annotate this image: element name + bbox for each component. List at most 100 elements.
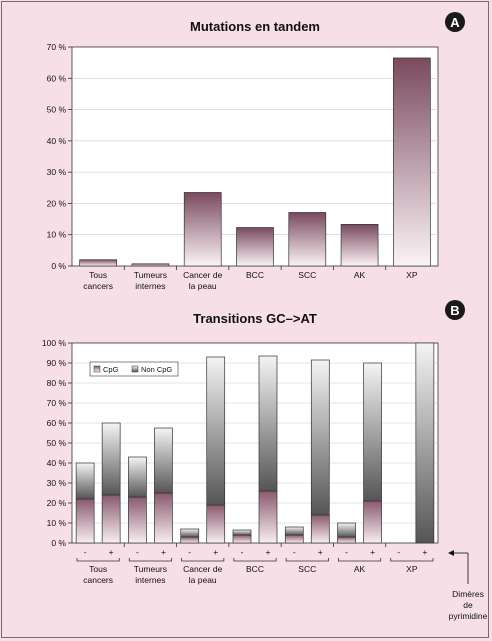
chart-b-group-label: Cancer de (183, 564, 222, 574)
chart-a-category-label: Cancer de (183, 270, 222, 280)
legend-label-cpg: CpG (103, 365, 119, 374)
chart-b-group-label: XP (406, 564, 418, 574)
chart-b-bar-noncpg (180, 528, 200, 538)
chart-b-bar-cpg (101, 494, 121, 544)
chart-b-group-label: AK (354, 564, 366, 574)
chart-b-sub-label: - (84, 547, 87, 557)
chart-a-bar (236, 227, 274, 267)
chart-a-y-tick-label: 0 % (51, 261, 66, 271)
chart-a-category-label: Tumeurs (134, 270, 167, 280)
chart-b-sub-label: + (161, 547, 166, 557)
chart-a-category-label: AK (354, 270, 366, 280)
chart-b-bar-noncpg (154, 427, 173, 494)
chart-b-bar-noncpg (310, 359, 330, 516)
annotation-line-1: Dimères (452, 589, 484, 599)
chart-b-badge-circle (445, 300, 465, 320)
legend-swatch-noncpg (131, 365, 139, 373)
chart-b-bar-noncpg (284, 526, 304, 536)
chart-b-legend: CpG Non CpG (89, 361, 179, 377)
chart-b-group-bracket (128, 558, 172, 562)
chart-b-bar-cpg (258, 490, 278, 544)
annotation-line-3: pyrimidine (449, 611, 488, 621)
chart-b-bar-noncpg (206, 356, 226, 506)
chart-b-bars (75, 342, 435, 544)
chart-a-category-label: Tous (89, 270, 107, 280)
chart-a-bar (79, 259, 117, 267)
chart-b-y-tick-label: 80 % (47, 378, 67, 388)
chart-b-sub-label: - (345, 547, 348, 557)
chart-a-y-tick-label: 30 % (47, 167, 67, 177)
chart-b-group-bracket (181, 558, 225, 562)
chart-a-category-label: la peau (189, 281, 217, 291)
chart-b-group-label: Tous (89, 564, 107, 574)
chart-b-group-bracket (76, 558, 120, 562)
chart-b-title: Transitions GC–>AT (193, 311, 317, 326)
chart-a-y-tick-label: 70 % (47, 42, 67, 52)
chart-b-group-bracket (390, 558, 434, 562)
chart-b-bar-cpg (206, 504, 226, 544)
chart-b-bar-cpg (284, 534, 304, 544)
chart-b-group-label: la peau (189, 575, 217, 585)
chart-b-sub-label: + (318, 547, 323, 557)
chart-b-y-tick-label: 60 % (47, 418, 67, 428)
chart-a-y-tick-label: 40 % (47, 136, 67, 146)
chart-b-sub-label: + (266, 547, 271, 557)
chart-b-sub-label: + (370, 547, 375, 557)
chart-b-y-tick-label: 0 % (51, 538, 66, 548)
chart-b-bar-noncpg (363, 362, 382, 502)
chart-b-sub-label: - (397, 547, 400, 557)
chart-b-group-label: cancers (83, 575, 113, 585)
chart-b-y-tick-label: 30 % (47, 478, 67, 488)
legend-label-noncpg: Non CpG (141, 365, 172, 374)
chart-b-y-tick-label: 20 % (47, 498, 67, 508)
legend-swatch-cpg (93, 365, 101, 373)
chart-a-category-label: XP (406, 270, 418, 280)
annotation-arrowhead (448, 550, 454, 556)
chart-a-badge-label: A (450, 15, 460, 30)
chart-a-badge-circle (445, 12, 465, 32)
chart-a-bar (131, 263, 170, 267)
chart-a-y-tick-label: 10 % (47, 230, 67, 240)
chart-b-bar-cpg (128, 496, 147, 544)
chart-b-bar-noncpg (75, 462, 95, 500)
chart-b-sub-label: + (109, 547, 114, 557)
chart-a-badge: A (445, 12, 465, 32)
chart-a-bar (183, 192, 222, 267)
chart-b-bar-cpg (75, 498, 95, 544)
chart-b-bar-cpg (154, 492, 173, 544)
chart-b-bar-noncpg (101, 422, 121, 496)
chart-b-sub-label: - (136, 547, 139, 557)
chart-b-badge-label: B (450, 303, 459, 318)
chart-a-y-tick-label: 50 % (47, 105, 67, 115)
chart-a-title: Mutations en tandem (190, 19, 320, 34)
chart-b-y-tick-label: 10 % (47, 518, 67, 528)
chart-a-bar (340, 224, 379, 267)
chart-b-group-label: SCC (298, 564, 316, 574)
chart-a-bar (393, 57, 431, 267)
chart-b-y-tick-label: 40 % (47, 458, 67, 468)
chart-b-sub-label: - (293, 547, 296, 557)
chart-b-y-axis: 0 % 10 % 20 % 30 % 40 % 50 % 60 % 70 % 80 % 90 % 1… (42, 338, 72, 548)
chart-b-sub-label: + (422, 547, 427, 557)
chart-b-group-label: BCC (246, 564, 264, 574)
chart-b-group-label: internes (135, 575, 165, 585)
chart-b-y-tick-label: 70 % (47, 398, 67, 408)
chart-b-bar-cpg (363, 500, 382, 544)
chart-b-group-bracket (233, 558, 277, 562)
chart-b-y-tick-label: 50 % (47, 438, 67, 448)
chart-a-category-label: SCC (298, 270, 316, 280)
chart-b-y-tick-label: 90 % (47, 358, 67, 368)
annotation-line-2: de (463, 600, 473, 610)
chart-b-sub-label: - (188, 547, 191, 557)
chart-b-y-tick-label: 100 % (42, 338, 67, 348)
chart-a-category-label: internes (135, 281, 165, 291)
chart-b-sub-label: - (241, 547, 244, 557)
chart-b-bar-noncpg (415, 342, 435, 544)
chart-a-category-label: cancers (83, 281, 113, 291)
chart-a-bars (79, 57, 431, 267)
chart-b-bar-cpg (180, 536, 200, 544)
